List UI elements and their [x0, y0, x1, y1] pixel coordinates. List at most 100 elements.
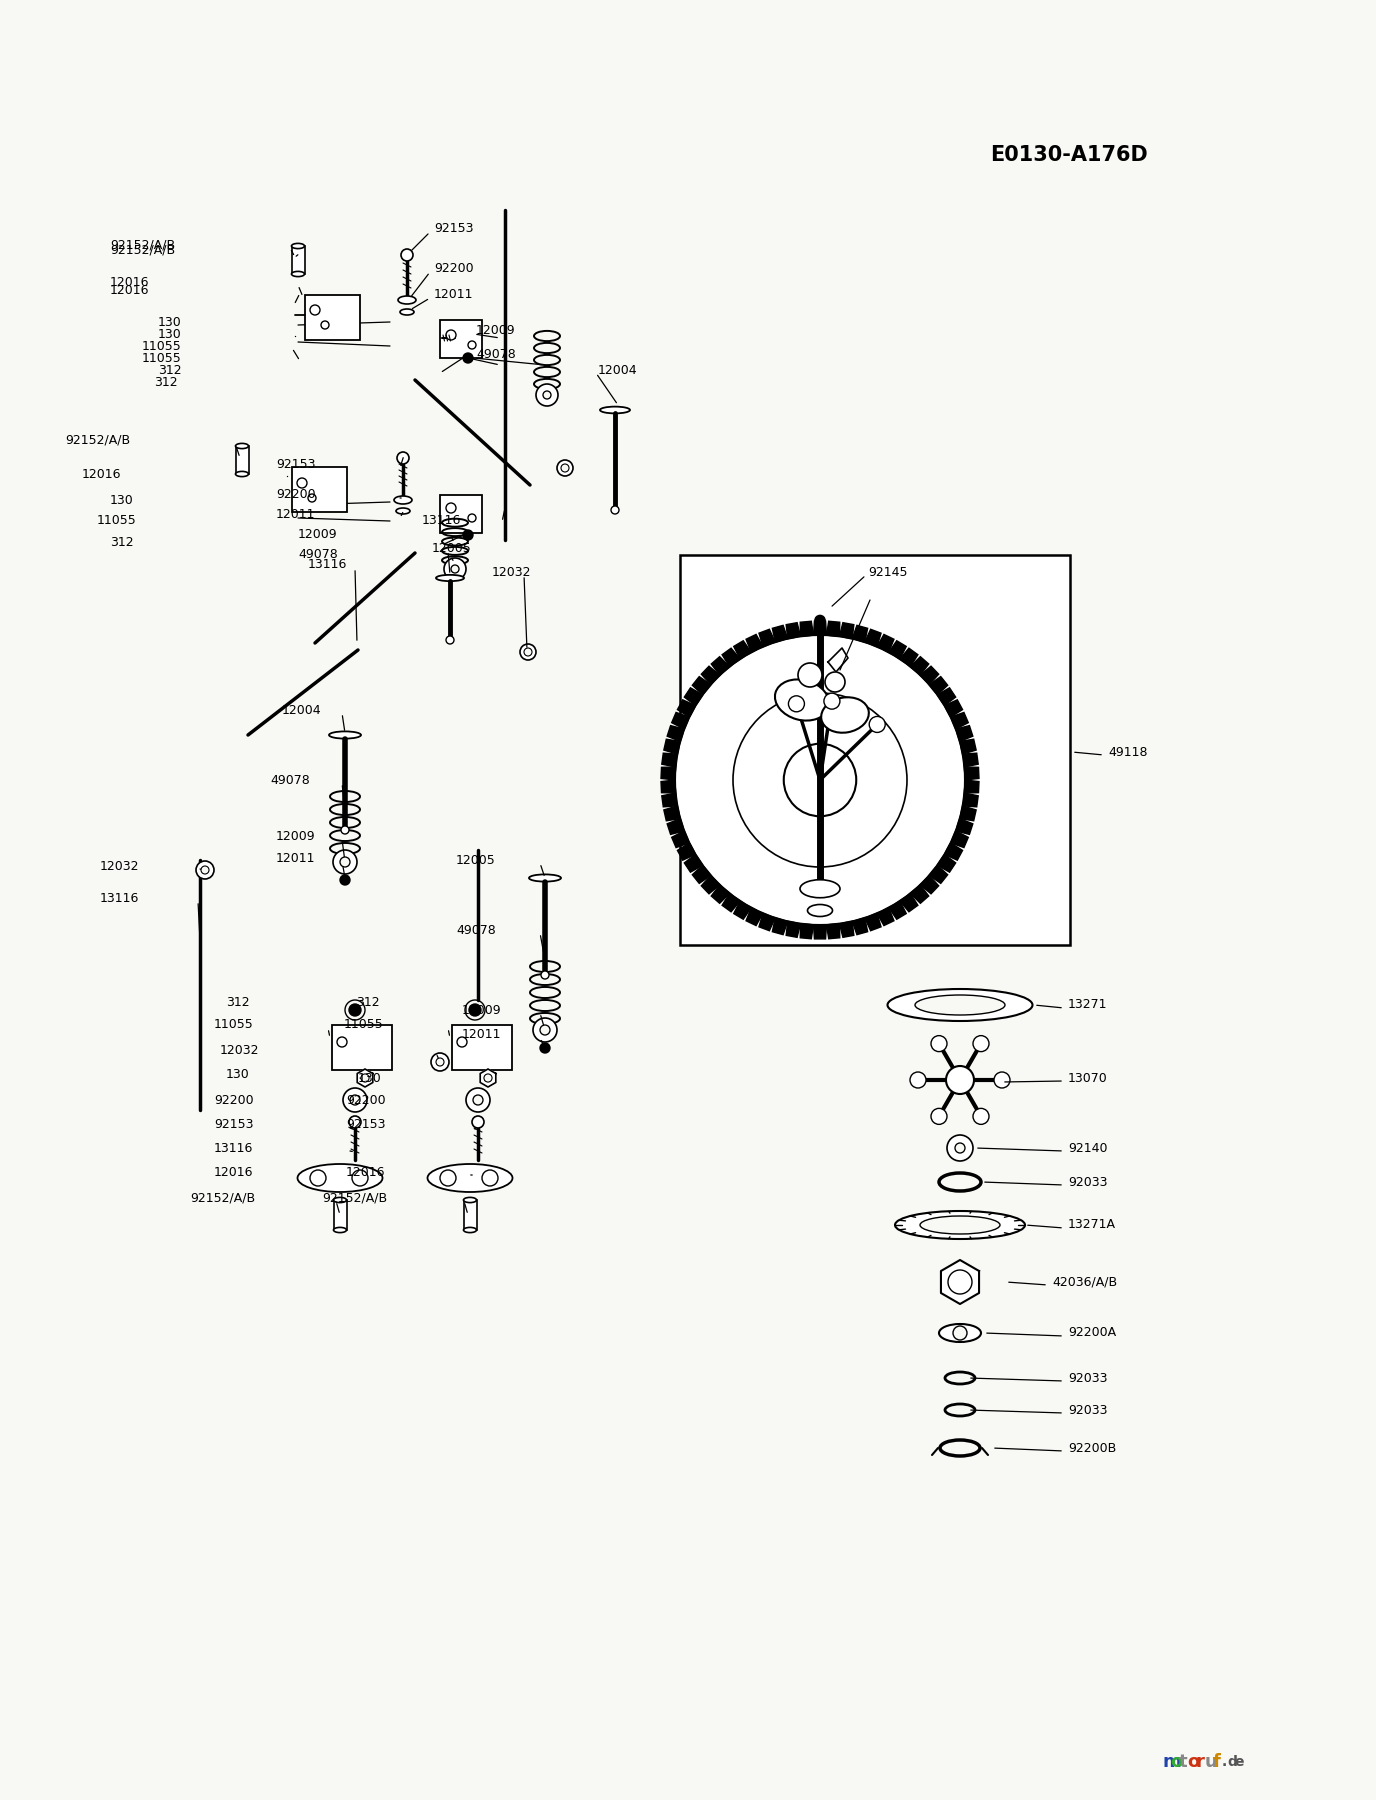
Polygon shape [667, 819, 684, 835]
Polygon shape [677, 700, 695, 716]
Polygon shape [684, 688, 703, 706]
Text: 12011: 12011 [277, 851, 315, 864]
Polygon shape [671, 713, 689, 729]
Circle shape [340, 875, 350, 886]
Circle shape [533, 1019, 557, 1042]
Text: d: d [1227, 1755, 1237, 1769]
Text: 130: 130 [110, 493, 133, 506]
Polygon shape [660, 767, 676, 779]
Text: 92145: 92145 [868, 565, 908, 578]
Text: 12004: 12004 [282, 704, 322, 716]
Text: 92200: 92200 [215, 1093, 253, 1107]
Polygon shape [662, 752, 677, 767]
Ellipse shape [808, 904, 832, 916]
Text: 92152/A/B: 92152/A/B [65, 434, 131, 446]
Polygon shape [911, 886, 929, 904]
Polygon shape [852, 625, 868, 643]
Circle shape [954, 1327, 967, 1339]
Circle shape [676, 635, 965, 925]
Text: 12011: 12011 [277, 508, 315, 522]
Polygon shape [684, 855, 703, 873]
Ellipse shape [921, 1217, 1000, 1235]
Circle shape [350, 1094, 361, 1105]
Circle shape [310, 304, 321, 315]
Text: 11055: 11055 [142, 340, 182, 353]
Polygon shape [941, 1260, 980, 1303]
Text: 92200: 92200 [345, 1093, 385, 1107]
Text: E0130-A176D: E0130-A176D [989, 146, 1148, 166]
Polygon shape [786, 623, 801, 639]
Text: 13070: 13070 [1068, 1071, 1108, 1084]
Text: 13271: 13271 [1068, 999, 1108, 1012]
Polygon shape [711, 886, 729, 904]
Text: 130: 130 [358, 1071, 381, 1084]
Text: 312: 312 [226, 995, 249, 1008]
Circle shape [340, 857, 350, 868]
Polygon shape [663, 740, 680, 754]
Polygon shape [760, 630, 775, 646]
Circle shape [451, 565, 460, 572]
Circle shape [469, 1004, 482, 1015]
Ellipse shape [400, 310, 414, 315]
Text: 92200: 92200 [433, 261, 473, 274]
Circle shape [932, 1109, 947, 1125]
Circle shape [524, 648, 533, 655]
Circle shape [462, 529, 473, 540]
Polygon shape [760, 913, 775, 931]
Polygon shape [929, 677, 948, 695]
Polygon shape [733, 902, 751, 920]
Polygon shape [671, 832, 689, 848]
Text: 92033: 92033 [1068, 1404, 1108, 1417]
Text: 13116: 13116 [215, 1141, 253, 1154]
Ellipse shape [464, 1228, 476, 1233]
Polygon shape [711, 657, 729, 675]
Bar [332, 1024, 392, 1069]
Text: 12009: 12009 [462, 1004, 502, 1017]
Circle shape [436, 1058, 444, 1066]
Circle shape [561, 464, 570, 472]
Ellipse shape [436, 574, 464, 581]
Circle shape [788, 697, 805, 711]
Polygon shape [900, 648, 918, 666]
Circle shape [484, 1075, 493, 1082]
Circle shape [446, 502, 455, 513]
Polygon shape [772, 625, 787, 643]
Circle shape [815, 616, 826, 626]
Bar [305, 295, 361, 340]
Polygon shape [960, 740, 976, 754]
Text: e: e [1234, 1755, 1244, 1769]
Circle shape [520, 644, 537, 661]
Circle shape [870, 716, 885, 733]
Text: 12016: 12016 [345, 1166, 385, 1179]
Polygon shape [965, 779, 978, 794]
Polygon shape [864, 630, 881, 646]
Polygon shape [801, 923, 813, 940]
Polygon shape [813, 925, 827, 940]
Text: 12011: 12011 [433, 288, 473, 301]
Ellipse shape [799, 880, 839, 898]
Bar [235, 446, 249, 473]
Bar [292, 466, 347, 511]
Polygon shape [692, 866, 711, 884]
Circle shape [557, 461, 572, 475]
Text: 92152/A/B: 92152/A/B [110, 243, 175, 256]
Text: 12032: 12032 [100, 860, 139, 873]
Text: r: r [1196, 1753, 1204, 1771]
Text: 49118: 49118 [1108, 745, 1148, 758]
Polygon shape [911, 657, 929, 675]
Circle shape [539, 1024, 550, 1035]
Polygon shape [889, 641, 907, 659]
Ellipse shape [235, 443, 249, 448]
Text: 12005: 12005 [455, 853, 495, 866]
Text: 13116: 13116 [422, 513, 461, 526]
Circle shape [824, 693, 839, 709]
Text: 92153: 92153 [345, 1118, 385, 1132]
Bar [451, 1024, 512, 1069]
Circle shape [457, 1037, 466, 1048]
Ellipse shape [428, 1165, 512, 1192]
Circle shape [337, 1037, 347, 1048]
Text: 130: 130 [158, 315, 182, 328]
Circle shape [446, 635, 454, 644]
Ellipse shape [396, 508, 410, 515]
Circle shape [468, 340, 476, 349]
